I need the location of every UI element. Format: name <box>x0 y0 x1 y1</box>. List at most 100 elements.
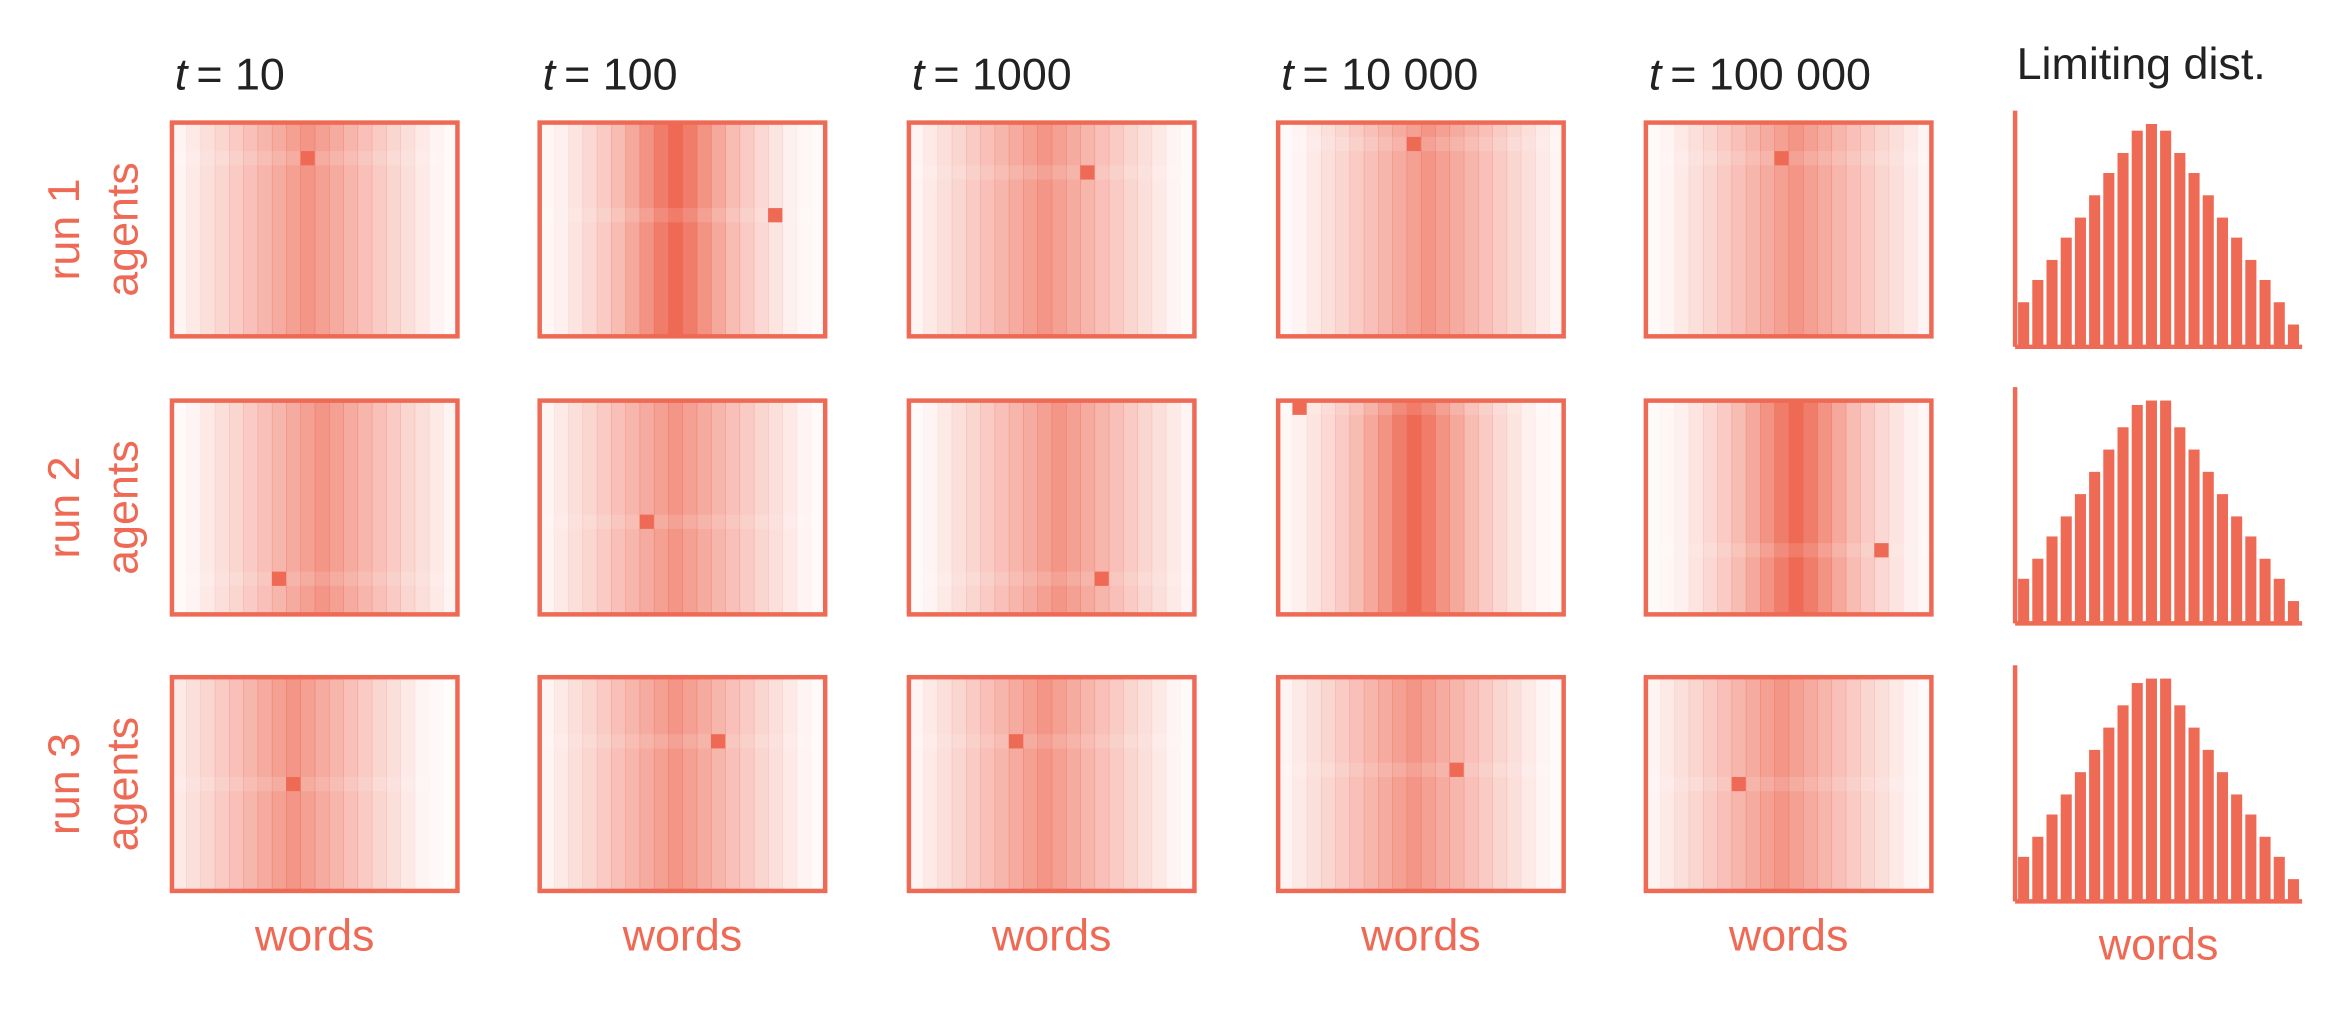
bar <box>2103 727 2115 902</box>
heat-column <box>908 677 924 891</box>
panel-frame <box>537 674 828 894</box>
heat-column <box>1788 400 1804 615</box>
heat-column <box>257 400 273 615</box>
heat-column <box>1406 400 1422 615</box>
heat-column <box>414 400 430 615</box>
heat-column <box>428 400 444 615</box>
heat-column <box>428 122 444 337</box>
heat-column <box>1123 677 1138 891</box>
heat-column <box>186 677 202 891</box>
heat-column <box>1363 400 1379 615</box>
panel-frame <box>1275 398 1566 617</box>
heat-column <box>214 122 230 337</box>
heat-column <box>1080 677 1096 891</box>
heat-column <box>1645 677 1661 891</box>
heat-column <box>1888 122 1904 337</box>
heat-column <box>696 400 712 615</box>
heat-column <box>400 677 416 891</box>
heat-column <box>1065 677 1081 891</box>
heat-column <box>300 677 316 891</box>
heat-column <box>1874 400 1890 615</box>
heat-column <box>443 400 459 615</box>
time-symbol: t <box>543 49 558 100</box>
heat-column <box>1051 677 1067 891</box>
heat-column <box>782 677 798 891</box>
heat-column <box>171 677 187 891</box>
heat-column <box>1108 400 1124 615</box>
heat-column <box>994 677 1010 891</box>
heat-column <box>1094 122 1110 337</box>
heat-column <box>980 677 996 891</box>
bar <box>2202 195 2214 347</box>
heat-column <box>1094 677 1110 891</box>
bar <box>2103 173 2115 347</box>
heat-column <box>1137 677 1153 891</box>
heat-column <box>1845 122 1861 337</box>
heat-column <box>1817 122 1833 337</box>
panel-frame <box>1643 398 1934 617</box>
heat-column <box>1406 677 1422 891</box>
heat-column <box>768 677 783 891</box>
heat-column <box>300 122 316 337</box>
heat-column <box>243 677 259 891</box>
heat-column <box>1745 677 1761 891</box>
heat-column <box>1717 400 1733 615</box>
time-value: = 100 <box>564 49 677 100</box>
bar <box>2287 879 2299 902</box>
panel-frame <box>1275 120 1566 339</box>
bar <box>2188 727 2200 902</box>
bar <box>2018 856 2030 902</box>
heat-column <box>653 122 669 337</box>
heat-column <box>214 400 230 615</box>
bar <box>2231 794 2243 902</box>
heat-column <box>1831 122 1847 337</box>
heat-column <box>1123 122 1138 337</box>
heat-column <box>1306 400 1322 615</box>
heat-column <box>1845 677 1861 891</box>
heat-column <box>1392 677 1408 891</box>
bar <box>2160 400 2172 624</box>
bar <box>2117 152 2129 347</box>
heat-column <box>1094 400 1110 615</box>
heat-column <box>357 400 373 615</box>
bar <box>2145 678 2157 902</box>
bar <box>2117 705 2129 902</box>
panel-frame <box>537 120 828 339</box>
time-symbol: t <box>1281 49 1296 100</box>
x-axis-label: words <box>991 910 1112 961</box>
heat-column <box>1165 122 1181 337</box>
heat-column <box>257 122 273 337</box>
heat-column <box>539 677 555 891</box>
heat-column <box>1745 400 1761 615</box>
heat-column <box>286 400 302 615</box>
heat-column <box>582 677 598 891</box>
heat-column <box>186 400 202 615</box>
bar <box>2145 123 2157 347</box>
heat-column <box>371 677 387 891</box>
highlight-cell <box>1731 776 1746 792</box>
heat-column <box>1774 677 1790 891</box>
heat-band <box>1645 543 1932 558</box>
bar <box>2160 678 2172 902</box>
heat-column <box>568 677 584 891</box>
heat-band <box>908 571 1195 586</box>
heat-column <box>1774 400 1790 615</box>
heat-column <box>200 677 216 891</box>
heat-column <box>1477 677 1493 891</box>
bar <box>2074 494 2086 624</box>
bar <box>2103 449 2115 624</box>
heat-column <box>753 400 769 615</box>
heat-column <box>1845 400 1861 615</box>
heat-column <box>1065 400 1081 615</box>
heat-column <box>1320 677 1336 891</box>
heat-column <box>1151 677 1167 891</box>
heat-column <box>1760 400 1775 615</box>
heat-column <box>966 122 981 337</box>
heat-column <box>386 400 401 615</box>
heat-column <box>357 677 373 891</box>
heat-column <box>428 677 444 891</box>
heat-column <box>923 400 939 615</box>
heat-column <box>314 677 330 891</box>
heat-column <box>1137 122 1153 337</box>
panel-title: Limiting dist. <box>2017 38 2266 89</box>
